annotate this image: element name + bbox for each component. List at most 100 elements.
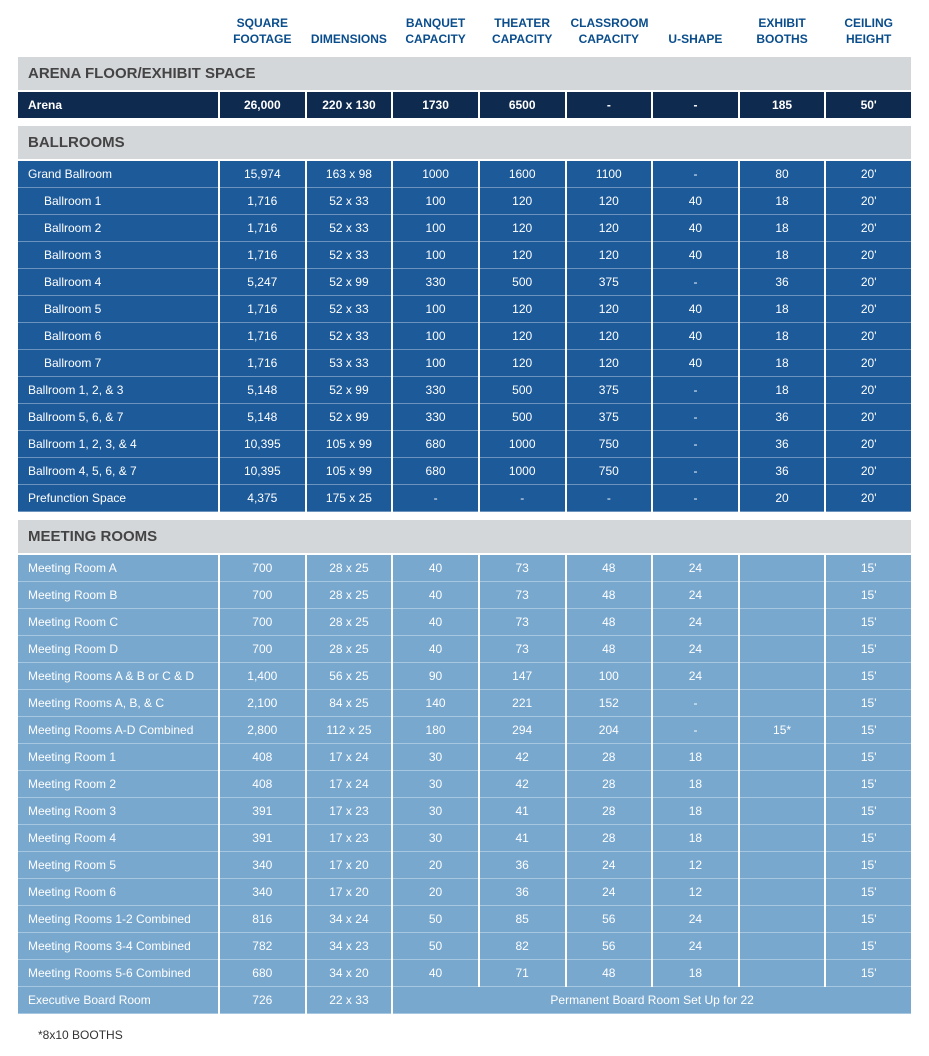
cell-booths: 36 <box>740 458 825 485</box>
cell-theater: 73 <box>480 636 565 663</box>
room-name: Ballroom 4 <box>18 269 218 296</box>
cell-dim: 17 x 23 <box>307 825 392 852</box>
cell-ushape: 40 <box>653 323 738 350</box>
capacity-table: SQUAREFOOTAGEDIMENSIONSBANQUETCAPACITYTH… <box>16 10 913 1014</box>
cell-banquet: 40 <box>393 960 478 987</box>
cell-ushape: 40 <box>653 242 738 269</box>
cell-banquet: 40 <box>393 582 478 609</box>
table-row: Ballroom 51,71652 x 33100120120401820' <box>18 296 911 323</box>
cell-ceiling: 15' <box>826 852 911 879</box>
cell-ushape: - <box>653 377 738 404</box>
cell-ushape: - <box>653 404 738 431</box>
cell-ushape: - <box>653 161 738 188</box>
cell-sqft: 4,375 <box>220 485 305 512</box>
cell-ushape: 40 <box>653 296 738 323</box>
cell-classroom: 204 <box>567 717 652 744</box>
cell-banquet: 330 <box>393 404 478 431</box>
cell-dim: 105 x 99 <box>307 458 392 485</box>
cell-dim: 220 x 130 <box>307 92 392 118</box>
cell-booths <box>740 636 825 663</box>
table-row: Meeting Rooms 5-6 Combined68034 x 204071… <box>18 960 911 987</box>
cell-dim: 52 x 99 <box>307 269 392 296</box>
cell-banquet: 330 <box>393 377 478 404</box>
cell-classroom: 120 <box>567 188 652 215</box>
cell-sqft: 340 <box>220 879 305 906</box>
room-name: Meeting Room C <box>18 609 218 636</box>
cell-theater: 73 <box>480 555 565 582</box>
cell-theater: 85 <box>480 906 565 933</box>
cell-booths: 36 <box>740 269 825 296</box>
cell-classroom: 28 <box>567 825 652 852</box>
cell-sqft: 1,716 <box>220 242 305 269</box>
cell-banquet: 90 <box>393 663 478 690</box>
cell-banquet: 180 <box>393 717 478 744</box>
table-row: Grand Ballroom15,974163 x 98100016001100… <box>18 161 911 188</box>
cell-theater: 294 <box>480 717 565 744</box>
cell-booths: 36 <box>740 431 825 458</box>
cell-ushape: 24 <box>653 933 738 960</box>
cell-ushape: 18 <box>653 825 738 852</box>
cell-banquet: 100 <box>393 215 478 242</box>
cell-dim: 28 x 25 <box>307 636 392 663</box>
cell-classroom: 750 <box>567 458 652 485</box>
cell-banquet: 1000 <box>393 161 478 188</box>
cell-ushape: 40 <box>653 188 738 215</box>
cell-dim: 52 x 33 <box>307 296 392 323</box>
table-row: Meeting Rooms A, B, & C2,10084 x 2514022… <box>18 690 911 717</box>
table-row: Ballroom 71,71653 x 33100120120401820' <box>18 350 911 377</box>
table-row: Executive Board Room72622 x 33Permanent … <box>18 987 911 1014</box>
cell-theater: 36 <box>480 852 565 879</box>
room-name: Ballroom 1 <box>18 188 218 215</box>
cell-dim: 52 x 99 <box>307 377 392 404</box>
room-name: Meeting Rooms A-D Combined <box>18 717 218 744</box>
cell-theater: 71 <box>480 960 565 987</box>
cell-banquet: 40 <box>393 609 478 636</box>
cell-dim: 28 x 25 <box>307 609 392 636</box>
cell-sqft: 408 <box>220 744 305 771</box>
room-name: Meeting Rooms A, B, & C <box>18 690 218 717</box>
cell-classroom: 56 <box>567 933 652 960</box>
col-header-dim: DIMENSIONS <box>307 10 392 57</box>
cell-dim: 52 x 33 <box>307 215 392 242</box>
cell-sqft: 5,148 <box>220 404 305 431</box>
cell-booths <box>740 555 825 582</box>
cell-banquet: 30 <box>393 771 478 798</box>
col-header-name <box>18 10 218 57</box>
cell-ceiling: 50' <box>826 92 911 118</box>
room-name: Meeting Room 4 <box>18 825 218 852</box>
room-name: Ballroom 5 <box>18 296 218 323</box>
room-name: Prefunction Space <box>18 485 218 512</box>
cell-banquet: - <box>393 485 478 512</box>
cell-theater: 500 <box>480 377 565 404</box>
cell-theater: 221 <box>480 690 565 717</box>
cell-sqft: 340 <box>220 852 305 879</box>
cell-sqft: 15,974 <box>220 161 305 188</box>
cell-ceiling: 15' <box>826 933 911 960</box>
cell-ceiling: 20' <box>826 377 911 404</box>
room-name: Meeting Rooms 1-2 Combined <box>18 906 218 933</box>
cell-ushape: - <box>653 485 738 512</box>
cell-booths <box>740 879 825 906</box>
cell-sqft: 26,000 <box>220 92 305 118</box>
room-name: Executive Board Room <box>18 987 218 1014</box>
cell-ceiling: 15' <box>826 582 911 609</box>
cell-dim: 84 x 25 <box>307 690 392 717</box>
table-row: Ballroom 1, 2, & 35,14852 x 99330500375-… <box>18 377 911 404</box>
section-title: ARENA FLOOR/EXHIBIT SPACE <box>18 57 911 92</box>
cell-sqft: 391 <box>220 798 305 825</box>
cell-dim: 17 x 23 <box>307 798 392 825</box>
cell-sqft: 700 <box>220 609 305 636</box>
cell-booths: 20 <box>740 485 825 512</box>
cell-ushape: 40 <box>653 215 738 242</box>
cell-banquet: 100 <box>393 188 478 215</box>
cell-booths <box>740 933 825 960</box>
cell-sqft: 5,148 <box>220 377 305 404</box>
cell-dim: 52 x 33 <box>307 323 392 350</box>
col-header-sqft: SQUAREFOOTAGE <box>220 10 305 57</box>
cell-theater: 82 <box>480 933 565 960</box>
cell-classroom: 120 <box>567 296 652 323</box>
cell-classroom: - <box>567 92 652 118</box>
cell-sqft: 700 <box>220 555 305 582</box>
table-row: Ballroom 31,71652 x 33100120120401820' <box>18 242 911 269</box>
col-header-banquet: BANQUETCAPACITY <box>393 10 478 57</box>
